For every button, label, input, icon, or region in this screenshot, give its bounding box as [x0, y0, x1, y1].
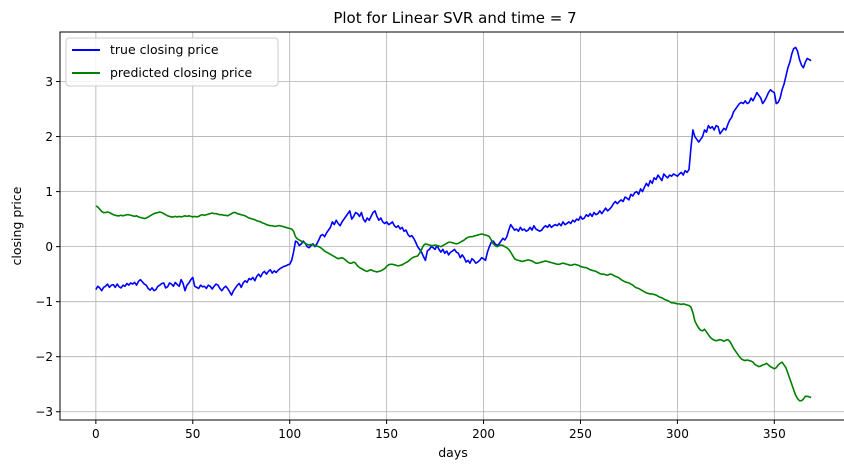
x-tick-label: 100	[278, 427, 301, 441]
x-tick-label: 300	[666, 427, 689, 441]
y-tick-label: 0	[45, 240, 53, 254]
x-axis-label: days	[438, 445, 468, 460]
x-axis: 0 50 100 150 200 250 300 350	[92, 420, 786, 441]
y-tick-label: 3	[45, 75, 53, 89]
y-axis-label: closing price	[9, 186, 24, 265]
x-tick-label: 0	[92, 427, 100, 441]
series-layer	[95, 46, 812, 402]
chart-title: Plot for Linear SVR and time = 7	[333, 9, 576, 27]
y-axis: −3 −2 −1 0 1 2 3	[35, 75, 60, 419]
series-line-predicted-closing-price	[95, 205, 812, 402]
x-tick-label: 150	[375, 427, 398, 441]
series-line-true-closing-price	[95, 46, 812, 296]
legend-box	[65, 37, 279, 87]
y-tick-label: −2	[35, 350, 53, 364]
x-tick-label: 200	[472, 427, 495, 441]
legend: true closing price predicted closing pri…	[65, 37, 279, 87]
legend-label-predicted-closing-price: predicted closing price	[110, 65, 252, 80]
x-tick-label: 250	[569, 427, 592, 441]
x-tick-label: 350	[763, 427, 786, 441]
y-tick-label: −1	[35, 295, 53, 309]
x-tick-label: 50	[185, 427, 200, 441]
y-tick-label: −3	[35, 405, 53, 419]
plot-frame	[59, 31, 844, 421]
legend-label-true-closing-price: true closing price	[110, 42, 219, 57]
y-tick-label: 2	[45, 130, 53, 144]
y-tick-label: 1	[45, 185, 53, 199]
